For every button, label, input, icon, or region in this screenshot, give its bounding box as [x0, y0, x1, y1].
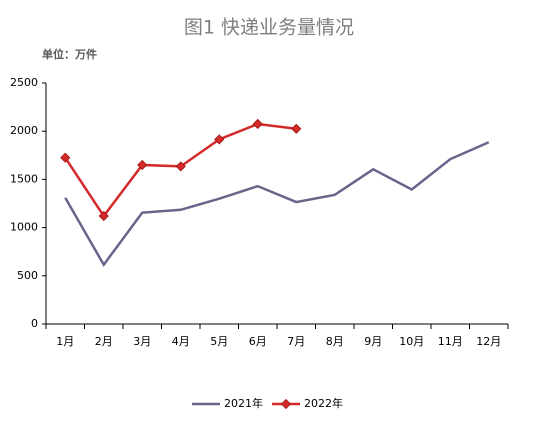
data-point [175, 161, 186, 172]
legend-label: 2022年 [304, 396, 343, 410]
x-tick-label: 12月 [476, 335, 501, 348]
x-tick-label: 6月 [249, 335, 267, 348]
x-tick-label: 10月 [399, 335, 424, 348]
data-point [60, 152, 71, 163]
data-point [214, 134, 225, 145]
x-tick-label: 9月 [364, 335, 382, 348]
legend-marker [280, 398, 292, 410]
data-point [98, 210, 109, 222]
y-tick-label: 2000 [10, 124, 38, 137]
x-tick-label: 7月 [287, 335, 305, 348]
chart-title: 图1 快递业务量情况 [184, 17, 354, 39]
x-tick-label: 2月 [95, 335, 113, 348]
y-tick-label: 1000 [10, 221, 38, 234]
data-point [291, 123, 302, 134]
x-tick-label: 3月 [133, 335, 151, 348]
y-tick-label: 500 [17, 269, 38, 282]
x-tick-label: 1月 [56, 335, 74, 348]
legend-label: 2021年 [224, 396, 263, 410]
x-tick-label: 8月 [326, 335, 344, 348]
y-tick-label: 2500 [10, 76, 38, 89]
unit-label: 单位：万件 [42, 47, 97, 61]
x-tick-label: 4月 [172, 335, 190, 348]
series-line [64, 141, 490, 267]
y-tick-label: 1500 [10, 172, 38, 185]
x-tick-label: 11月 [438, 335, 463, 348]
data-point [252, 118, 263, 130]
x-tick-label: 5月 [210, 335, 228, 348]
data-point [137, 159, 148, 171]
y-tick-label: 0 [31, 317, 38, 330]
